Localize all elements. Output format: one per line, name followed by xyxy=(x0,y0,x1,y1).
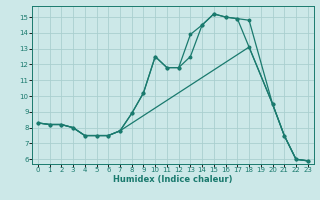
X-axis label: Humidex (Indice chaleur): Humidex (Indice chaleur) xyxy=(113,175,233,184)
